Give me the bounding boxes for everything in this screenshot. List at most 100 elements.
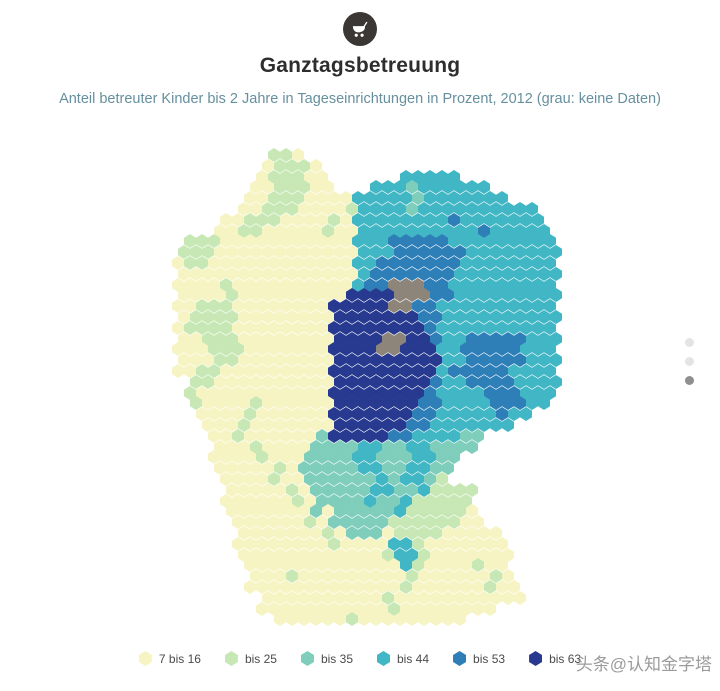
- hex-cell: [352, 429, 364, 443]
- hex-cell: [538, 224, 550, 238]
- hex-cell: [304, 472, 316, 486]
- hex-cell: [364, 580, 376, 594]
- hex-cell: [394, 288, 406, 302]
- hex-cell: [490, 526, 502, 540]
- hex-cell: [454, 504, 466, 518]
- hex-cell: [298, 526, 310, 540]
- hex-cell: [424, 191, 436, 205]
- hex-cell: [226, 332, 238, 346]
- hex-cell: [268, 450, 280, 464]
- hex-cell: [376, 537, 388, 551]
- hex-cell: [526, 396, 538, 410]
- hex-cell: [364, 321, 376, 335]
- hex-cell: [478, 353, 490, 367]
- hex-cell: [430, 245, 442, 259]
- hex-cell: [400, 558, 412, 572]
- hex-cell: [226, 245, 238, 259]
- hex-cell: [436, 278, 448, 292]
- hex-cell: [508, 299, 520, 313]
- hex-cell: [202, 245, 214, 259]
- hex-cell: [298, 159, 310, 173]
- hex-cell: [328, 364, 340, 378]
- hex-cell: [316, 429, 328, 443]
- hex-cell: [280, 170, 292, 184]
- hex-cell: [244, 342, 256, 356]
- hex-cell: [196, 256, 208, 270]
- hex-cell: [274, 159, 286, 173]
- hex-cell: [340, 256, 352, 270]
- hex-cell: [286, 440, 298, 454]
- hex-cell: [286, 548, 298, 562]
- hex-cell: [238, 202, 250, 216]
- hex-cell: [208, 321, 220, 335]
- hex-cell: [232, 407, 244, 421]
- hex-cell: [442, 440, 454, 454]
- hex-cell: [316, 602, 328, 616]
- hex-cell: [292, 450, 304, 464]
- hex-cell: [226, 483, 238, 497]
- hex-cell: [442, 332, 454, 346]
- hex-cell: [406, 245, 418, 259]
- hex-cell: [418, 526, 430, 540]
- hex-cell: [292, 213, 304, 227]
- hex-cell: [406, 569, 418, 583]
- hex-cell: [508, 278, 520, 292]
- hex-cell: [310, 353, 322, 367]
- hex-cell: [478, 224, 490, 238]
- hex-cell: [334, 418, 346, 432]
- hex-cell: [532, 213, 544, 227]
- hex-cell: [238, 526, 250, 540]
- hex-cell: [358, 461, 370, 475]
- hex-cell: [430, 504, 442, 518]
- hex-cell: [472, 537, 484, 551]
- hex-cell: [544, 321, 556, 335]
- hex-cell: [322, 461, 334, 475]
- carousel-dot[interactable]: [685, 357, 694, 366]
- hex-cell: [466, 504, 478, 518]
- hex-cell: [526, 310, 538, 324]
- hex-cell: [436, 537, 448, 551]
- hex-cell: [544, 234, 556, 248]
- hex-cell: [364, 386, 376, 400]
- hex-cell: [412, 213, 424, 227]
- hex-cell: [256, 450, 268, 464]
- hex-cell: [334, 504, 346, 518]
- hex-cell: [244, 234, 256, 248]
- carousel-dot[interactable]: [685, 376, 694, 385]
- hex-cell: [268, 472, 280, 486]
- hex-cell: [262, 461, 274, 475]
- hex-cell: [280, 234, 292, 248]
- hex-cell: [412, 256, 424, 270]
- hex-cell: [298, 332, 310, 346]
- hex-cell: [358, 332, 370, 346]
- hex-cell: [538, 267, 550, 281]
- hex-cell: [502, 310, 514, 324]
- hex-cell: [412, 321, 424, 335]
- hex-cell: [448, 580, 460, 594]
- hex-cell: [496, 386, 508, 400]
- hex-cell: [358, 440, 370, 454]
- hex-cell: [370, 180, 382, 194]
- hex-cell: [298, 591, 310, 605]
- hex-cell: [232, 234, 244, 248]
- hex-cell: [364, 494, 376, 508]
- hex-cell: [472, 580, 484, 594]
- hex-cell: [502, 548, 514, 562]
- hex-cell: [304, 321, 316, 335]
- hex-cell: [274, 375, 286, 389]
- hex-cell: [304, 429, 316, 443]
- hex-cell: [532, 278, 544, 292]
- hex-cell: [418, 440, 430, 454]
- hex-cell: [430, 375, 442, 389]
- carousel-dot[interactable]: [685, 338, 694, 347]
- hex-cell: [448, 321, 460, 335]
- hex-cell: [406, 267, 418, 281]
- hex-cell: [472, 602, 484, 616]
- hex-cell: [508, 234, 520, 248]
- hex-cell: [256, 558, 268, 572]
- hex-cell: [346, 224, 358, 238]
- hex-cell: [310, 180, 322, 194]
- hex-cell: [304, 191, 316, 205]
- hex-cell: [436, 299, 448, 313]
- hex-cell: [358, 375, 370, 389]
